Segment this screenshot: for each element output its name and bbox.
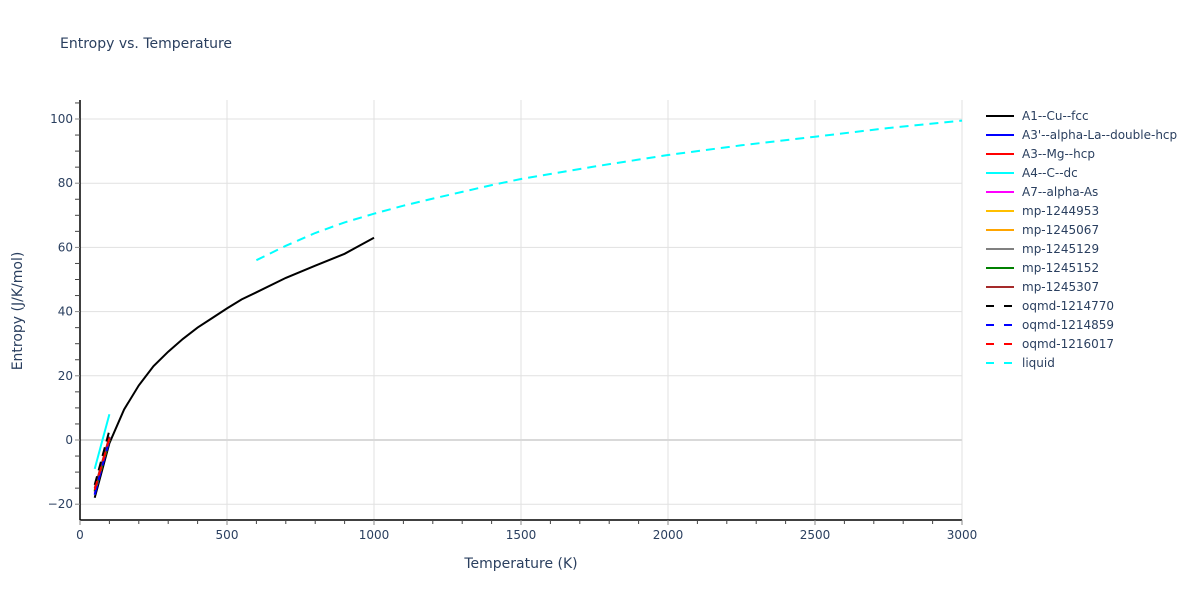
y-tick-label: 0 (65, 433, 73, 447)
y-axis-title: Entropy (J/K/mol) (10, 252, 26, 371)
solid-line-swatch-icon (986, 152, 1014, 155)
legend-item[interactable]: liquid (985, 353, 1177, 372)
axes: 0 500 1000 1500 2000 2500 3000 −20 0 20 40 60 80 100 (48, 100, 978, 542)
y-tick-label: 60 (58, 240, 73, 254)
chart-title: Entropy vs. Temperature (60, 36, 233, 52)
series-oqmd-1214859[interactable] (93, 439, 111, 495)
x-axis-title: Temperature (K) (463, 556, 577, 572)
legend-label: mp-1245307 (1022, 279, 1100, 294)
dashed-line-swatch-icon (986, 304, 1014, 307)
legend-item[interactable]: mp-1245152 (985, 258, 1177, 277)
legend-label: liquid (1022, 355, 1055, 370)
solid-line-swatch-icon (986, 266, 1014, 269)
legend-label: mp-1244953 (1022, 203, 1100, 218)
x-tick-label: 2000 (653, 528, 684, 542)
solid-line-swatch-icon (986, 209, 1014, 212)
dashed-line-swatch-icon (986, 361, 1014, 364)
legend-item[interactable]: A3'--alpha-La--double-hcp (985, 125, 1177, 144)
legend-label: A3--Mg--hcp (1022, 146, 1095, 161)
legend-item[interactable]: mp-1245067 (985, 220, 1177, 239)
legend: A1--Cu--fcc A3'--alpha-La--double-hcp A3--… (985, 106, 1177, 372)
legend-item[interactable]: A7--alpha-As (985, 182, 1177, 201)
legend-item[interactable]: oqmd-1214770 (985, 296, 1177, 315)
series-oqmd-1216017[interactable] (93, 438, 111, 491)
solid-line-swatch-icon (986, 190, 1014, 193)
legend-label: A7--alpha-As (1022, 184, 1099, 199)
solid-line-swatch-icon (986, 228, 1014, 231)
legend-label: mp-1245152 (1022, 260, 1100, 275)
x-tick-label: 2500 (800, 528, 831, 542)
x-tick-label: 3000 (947, 528, 978, 542)
legend-label: A3'--alpha-La--double-hcp (1022, 127, 1178, 142)
legend-item[interactable]: A4--C--dc (985, 163, 1177, 182)
y-tick-label: 40 (58, 305, 73, 319)
x-tick-label: 500 (216, 528, 239, 542)
data-series (93, 119, 963, 499)
y-tick-label: 20 (58, 369, 73, 383)
legend-item[interactable]: mp-1245129 (985, 239, 1177, 258)
legend-item[interactable]: oqmd-1214859 (985, 315, 1177, 334)
solid-line-swatch-icon (986, 133, 1014, 136)
solid-line-swatch-icon (986, 171, 1014, 174)
legend-item[interactable]: mp-1245307 (985, 277, 1177, 296)
y-tick-label: 80 (58, 176, 73, 190)
legend-item[interactable]: A1--Cu--fcc (985, 106, 1177, 125)
legend-label: mp-1245067 (1022, 222, 1100, 237)
x-tick-label: 0 (76, 528, 84, 542)
solid-line-swatch-icon (986, 247, 1014, 250)
dashed-line-swatch-icon (986, 342, 1014, 345)
y-tick-label: 100 (50, 112, 73, 126)
legend-label: A4--C--dc (1022, 165, 1078, 180)
gridlines (80, 100, 963, 520)
legend-label: A1--Cu--fcc (1022, 108, 1089, 123)
series-oqmd-1214770[interactable] (93, 430, 111, 486)
x-tick-label: 1500 (506, 528, 537, 542)
series-liquid[interactable] (255, 119, 963, 262)
y-tick-label: −20 (48, 497, 73, 511)
legend-label: oqmd-1214770 (1022, 298, 1115, 313)
series-a4-c-dc[interactable] (93, 414, 111, 470)
legend-label: oqmd-1214859 (1022, 317, 1115, 332)
solid-line-swatch-icon (986, 285, 1014, 288)
x-tick-label: 1000 (359, 528, 390, 542)
dashed-line-swatch-icon (986, 323, 1014, 326)
legend-item[interactable]: mp-1244953 (985, 201, 1177, 220)
legend-item[interactable]: oqmd-1216017 (985, 334, 1177, 353)
legend-label: oqmd-1216017 (1022, 336, 1115, 351)
legend-item[interactable]: A3--Mg--hcp (985, 144, 1177, 163)
series-a1-cu-fcc[interactable] (93, 236, 375, 499)
solid-line-swatch-icon (986, 114, 1014, 117)
legend-label: mp-1245129 (1022, 241, 1100, 256)
